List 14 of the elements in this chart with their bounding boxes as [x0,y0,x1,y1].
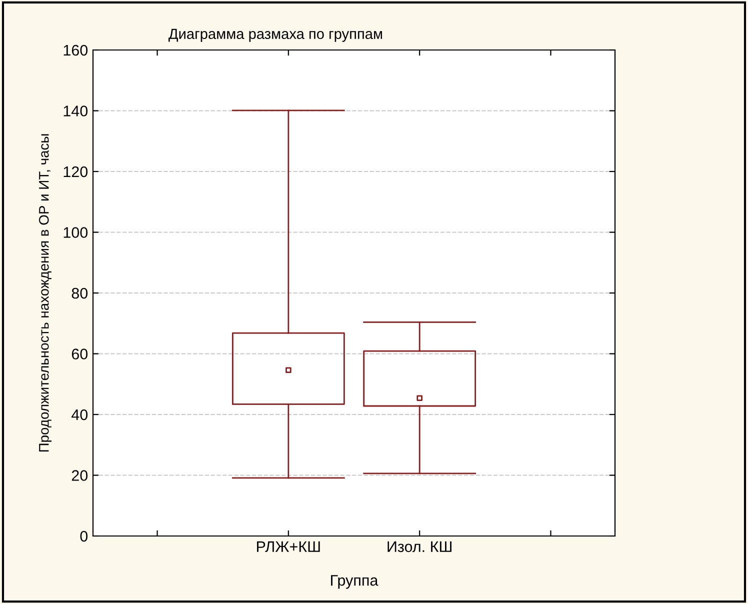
y-tick-label: 140 [64,106,88,116]
y-tick-label: 120 [64,166,88,178]
y-tick-label: 160 [64,44,88,56]
x-tick-label: Изол. КШ [388,541,452,552]
chart-title: Диаграмма размаха по группам [168,28,382,42]
y-tick-label: 20 [72,470,88,481]
y-axis-title: Продолжительность нахождения в ОР и ИТ, часы [38,134,52,452]
y-tick-label: 0 [80,530,88,542]
y-tick-label: 40 [72,409,88,420]
y-tick-label: 80 [72,288,88,299]
y-tick-label: 100 [64,227,88,238]
x-tick-label: РЛЖ+КШ [257,541,320,552]
x-axis-title: Группа [331,575,378,589]
y-tick-label: 60 [72,348,88,360]
